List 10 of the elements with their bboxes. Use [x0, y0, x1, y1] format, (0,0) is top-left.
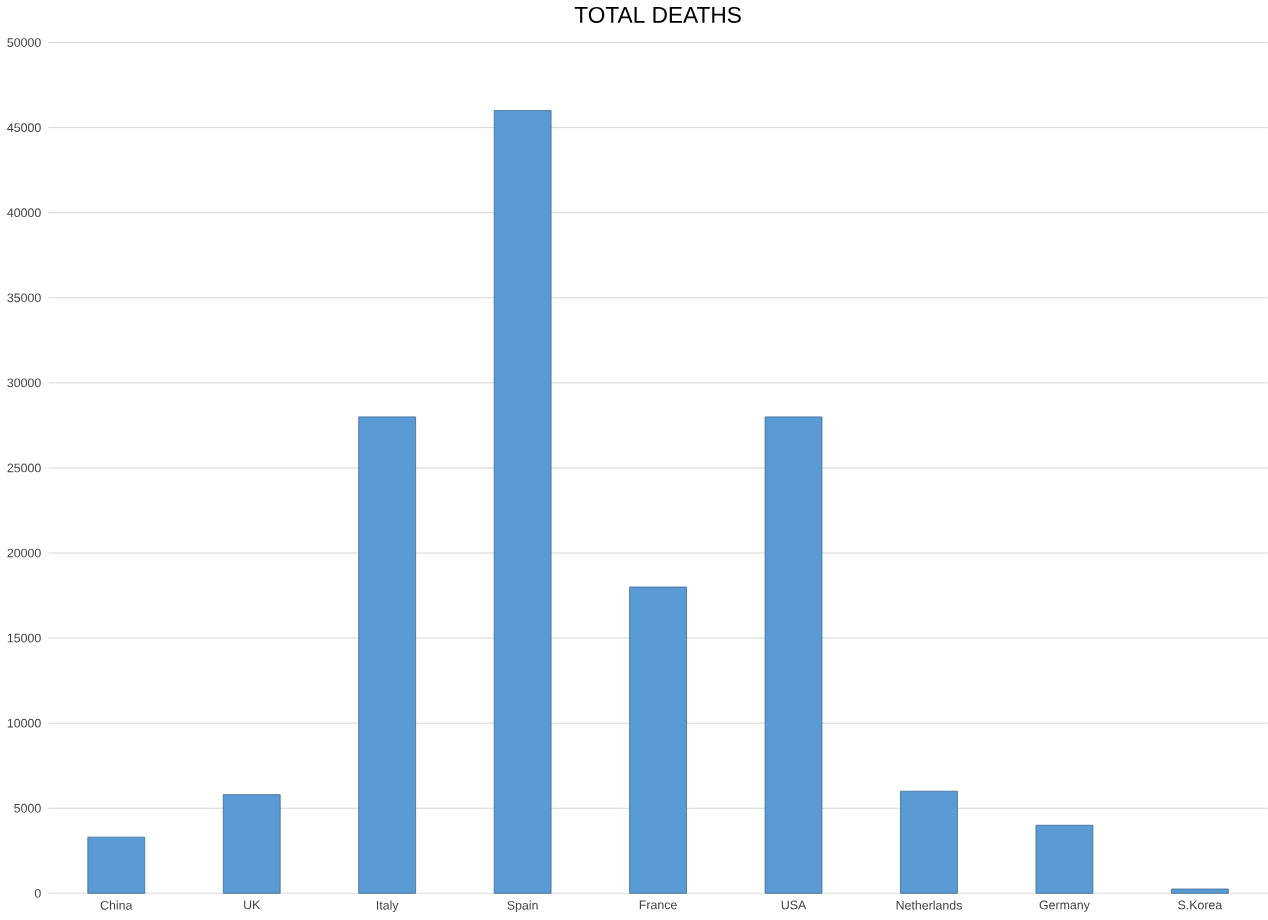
bar [629, 587, 687, 895]
bar [222, 794, 281, 895]
bar [900, 791, 958, 895]
bar [1171, 889, 1229, 895]
bar [87, 837, 146, 895]
chart-title: TOTAL DEATHS [574, 7, 741, 24]
bar [764, 416, 823, 895]
bar [358, 416, 417, 895]
bar [493, 110, 552, 895]
bar [1035, 825, 1094, 895]
